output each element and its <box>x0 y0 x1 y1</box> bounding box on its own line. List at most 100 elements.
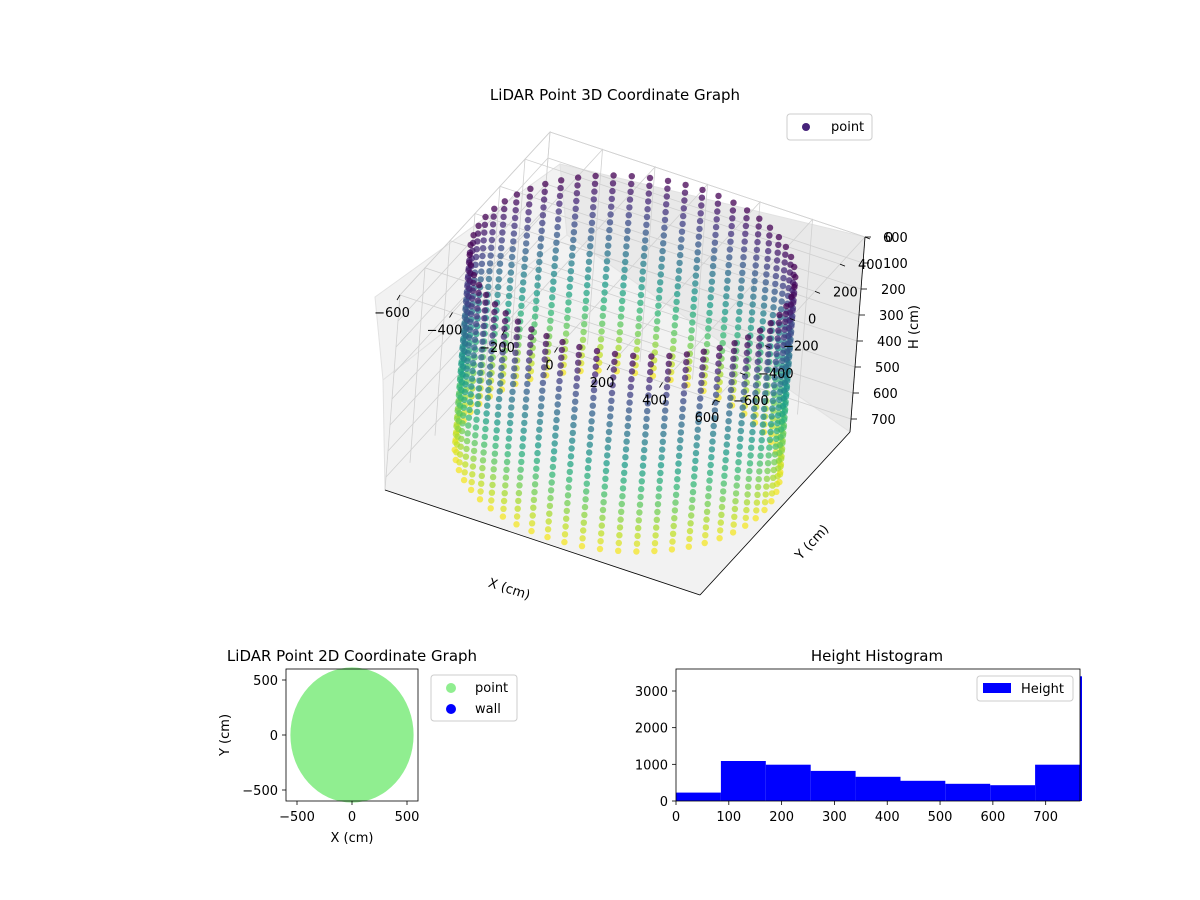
point-3d <box>718 511 725 518</box>
point-3d <box>654 310 661 317</box>
point-3d <box>762 390 769 397</box>
point-3d <box>491 308 498 316</box>
point-3d <box>674 468 682 475</box>
point-3d <box>587 235 594 242</box>
point-3d <box>586 250 593 258</box>
point-3d <box>549 471 556 478</box>
point-3d <box>738 420 745 427</box>
point-3d <box>700 356 707 363</box>
point-3d <box>585 457 592 464</box>
point-3d <box>698 379 705 387</box>
point-3d <box>665 368 672 375</box>
point-3d <box>470 279 477 287</box>
y-tick-3d <box>789 318 796 321</box>
point-3d <box>534 282 541 289</box>
point-3d <box>521 255 529 263</box>
point-3d <box>698 194 706 201</box>
h-tick-label-3d: 700 <box>871 413 896 428</box>
point-3d <box>480 449 487 456</box>
point-3d <box>697 395 704 402</box>
point-3d <box>673 483 680 491</box>
point-3d <box>547 309 555 317</box>
point-3d <box>509 388 516 395</box>
histogram-title: Height Histogram <box>811 647 943 665</box>
point-3d <box>763 475 771 482</box>
point-3d <box>776 311 783 319</box>
point-3d <box>681 374 689 381</box>
point-3d <box>569 244 576 251</box>
point-3d <box>756 468 763 475</box>
point-3d <box>623 243 630 250</box>
point-3d <box>619 493 626 500</box>
point-3d <box>669 345 677 352</box>
point-3d <box>505 435 513 442</box>
point-3d <box>512 341 520 349</box>
point-3d <box>627 188 634 195</box>
point-3d <box>741 373 749 380</box>
point-3d <box>620 274 628 281</box>
point-3d <box>743 207 751 214</box>
point-3d <box>570 229 578 236</box>
point-3d <box>645 392 652 399</box>
point-3d <box>776 396 783 403</box>
point-3d <box>645 190 652 197</box>
point-3d <box>569 429 576 437</box>
point-3d <box>593 355 600 363</box>
point-3d <box>489 473 497 481</box>
point-3d <box>775 241 782 249</box>
point-3d <box>513 521 520 528</box>
point-3d <box>721 316 728 323</box>
point-3d <box>537 235 545 242</box>
point-3d <box>592 371 599 378</box>
h-tick-label-3d: 300 <box>879 309 904 324</box>
point-3d <box>609 382 616 389</box>
point-3d <box>664 376 671 383</box>
point-3d <box>766 232 773 239</box>
point-3d <box>770 466 777 474</box>
point-3d <box>556 370 564 377</box>
point-3d <box>629 360 636 367</box>
point-3d <box>602 281 609 288</box>
point-3d <box>471 439 478 447</box>
point-3d <box>514 505 521 512</box>
point-3d <box>732 498 739 505</box>
point-3d <box>676 259 683 267</box>
legend-3d-frame <box>786 113 873 141</box>
point-3d <box>639 470 646 477</box>
point-3d <box>583 289 590 297</box>
point-3d <box>573 190 581 197</box>
point-3d <box>538 395 545 402</box>
point-3d <box>658 454 665 461</box>
point-3d <box>628 173 635 180</box>
point-3d <box>596 545 604 553</box>
point-3d <box>730 521 737 528</box>
point-3d <box>499 349 506 356</box>
point-3d <box>462 461 469 468</box>
point-3d <box>463 437 471 445</box>
point-3d <box>603 258 611 265</box>
point-3d <box>769 405 776 412</box>
point-3d <box>562 523 569 530</box>
point-3d <box>688 512 695 519</box>
point-3d <box>495 403 502 411</box>
point-3d <box>623 438 630 445</box>
point-3d <box>647 361 654 368</box>
point-3d <box>621 266 628 273</box>
point-3d <box>565 299 572 306</box>
x-tick-label-histogram: 100 <box>716 810 741 825</box>
point-3d <box>602 467 610 475</box>
point-3d <box>791 283 798 291</box>
point-3d <box>497 252 504 260</box>
point-3d <box>693 264 700 272</box>
point-3d <box>464 349 472 357</box>
point-3d <box>502 482 509 489</box>
point-3d <box>721 308 729 316</box>
point-3d <box>470 232 477 239</box>
legend-2d-wall-marker <box>446 704 456 714</box>
point-3d <box>686 535 693 543</box>
point-3d <box>672 306 680 313</box>
point-3d <box>530 496 538 504</box>
y-tick-3d <box>839 263 846 267</box>
point-3d <box>558 354 565 361</box>
point-3d <box>755 476 762 483</box>
